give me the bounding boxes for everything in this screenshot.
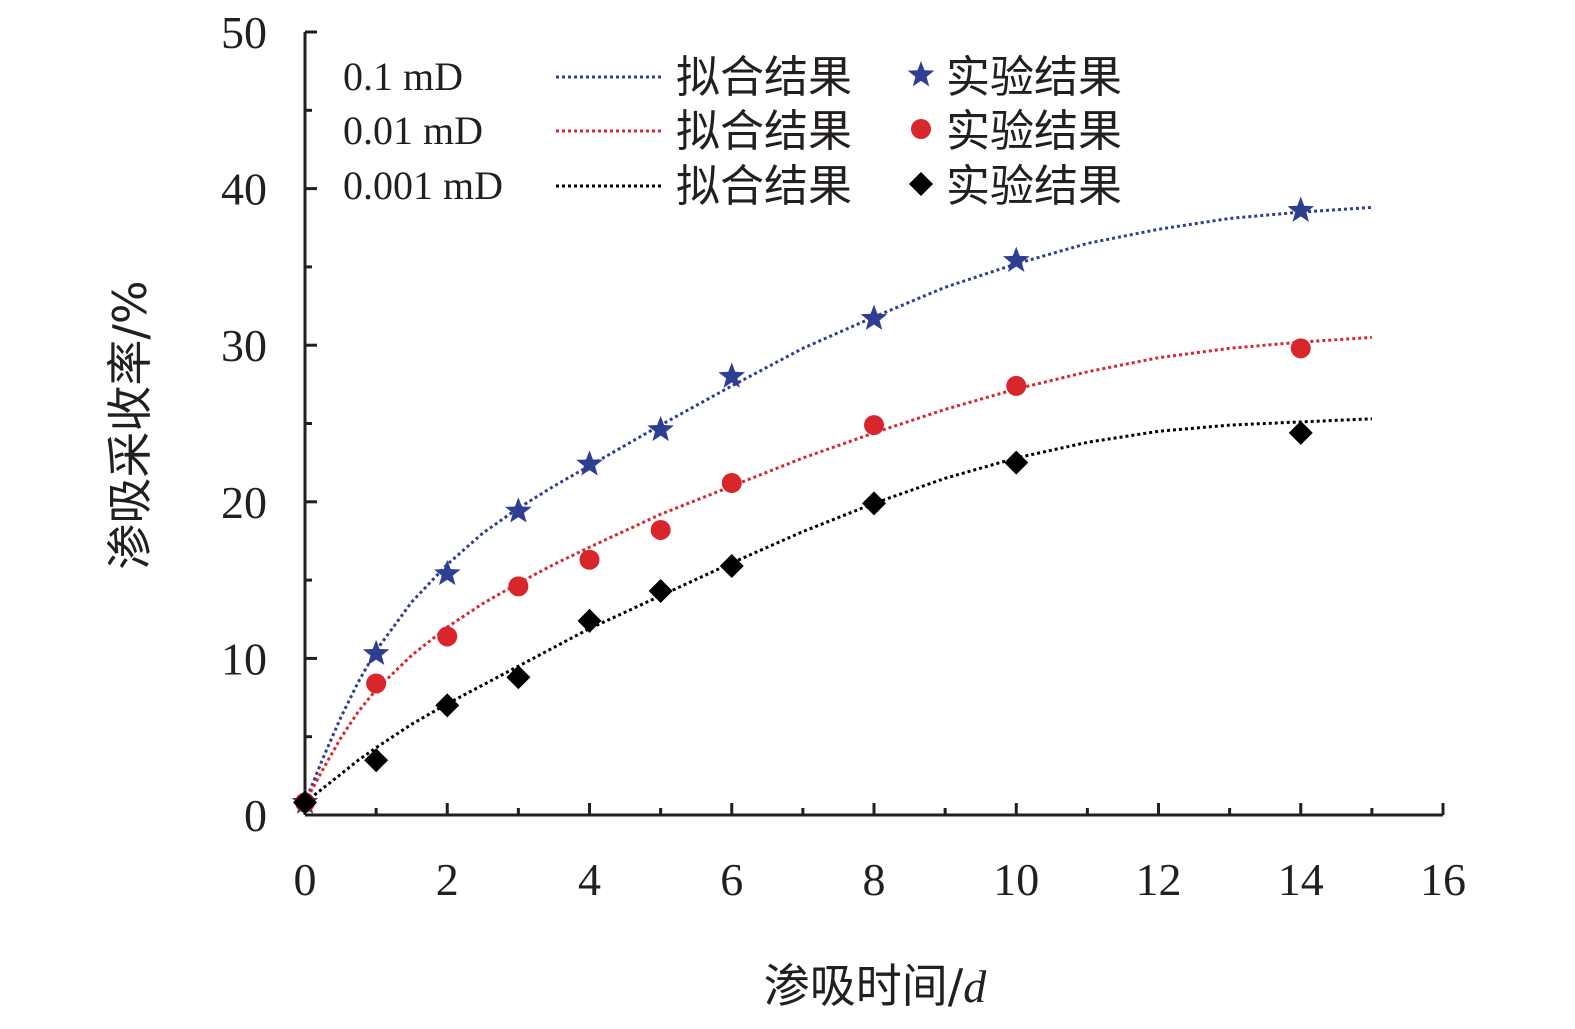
data-point-series-1 [437,626,458,647]
x-tick-label: 4 [578,854,601,905]
legend-exp-label: 实验结果 [946,52,1122,103]
data-point-series-0 [505,497,532,523]
fit-lines-layer [303,205,1372,804]
data-point-series-2 [577,608,602,633]
data-point-series-0 [860,304,888,330]
data-point-series-0 [718,362,746,388]
x-axis-title-main: 渗吸时间/ [764,959,964,1013]
data-point-series-1 [579,549,600,570]
legend-marker-swatch [907,61,935,87]
legend-exp-label: 实验结果 [946,106,1122,157]
data-point-series-2 [364,748,389,773]
y-tick-label: 10 [221,633,267,684]
legend-exp-label: 实验结果 [946,161,1122,212]
fit-line-series-2 [304,417,1372,804]
x-tick-label: 16 [1420,854,1466,905]
legend-fit-label: 拟合结果 [676,161,852,212]
data-point-series-1 [366,673,387,694]
data-point-series-0 [576,450,603,476]
fit-line-series-0 [303,205,1372,804]
data-point-series-1 [508,576,529,597]
x-tick-label: 6 [720,854,743,905]
data-point-series-2 [435,693,460,718]
legend-marker-swatch [909,172,933,196]
data-point-series-2 [1004,450,1029,475]
x-tick-label: 0 [294,854,317,905]
data-point-series-0 [1002,246,1030,272]
y-tick-label: 20 [221,477,267,528]
x-tick-label: 8 [863,854,886,905]
legend-marker-swatch [911,119,931,139]
data-point-series-1 [721,473,742,494]
data-point-series-1 [650,519,671,540]
x-tick-label: 14 [1278,854,1324,905]
x-tick-label: 10 [993,854,1039,905]
data-point-series-1 [864,415,884,436]
legend-series-name: 0.01 mD [343,108,483,153]
y-tick-label: 40 [221,164,267,215]
y-tick-label: 50 [221,7,267,58]
x-tick-label: 12 [1136,854,1182,905]
data-point-series-0 [433,559,461,586]
data-point-series-1 [1290,338,1311,359]
axes-layer: 0 2 4 6 8 10 12 14 16 0 10 20 30 40 50 [221,7,1466,905]
data-point-series-0 [362,639,390,666]
data-point-series-2 [1288,420,1313,445]
fit-line-series-1 [303,335,1372,804]
legend-series-name: 0.1 mD [343,54,463,99]
x-axis-title-unit: d [963,961,987,1012]
y-axis-title: 渗吸采收率/% [103,280,157,569]
legend-fit-label: 拟合结果 [676,52,852,103]
x-tick-label: 2 [436,854,459,905]
y-tick-label: 30 [221,320,267,371]
data-point-series-1 [1006,375,1027,396]
legend-fit-label: 拟合结果 [676,106,852,157]
data-point-series-0 [1287,196,1315,222]
data-point-series-2 [862,491,886,516]
legend-series-name: 0.001 mD [343,163,503,208]
markers-layer [291,196,1315,815]
data-point-series-2 [719,554,744,579]
x-axis-title: 渗吸时间/d [764,959,988,1013]
data-point-series-2 [293,790,317,815]
y-tick-label: 0 [244,790,267,841]
data-point-series-2 [648,579,673,604]
data-point-series-2 [506,665,531,690]
data-point-series-0 [647,415,674,442]
